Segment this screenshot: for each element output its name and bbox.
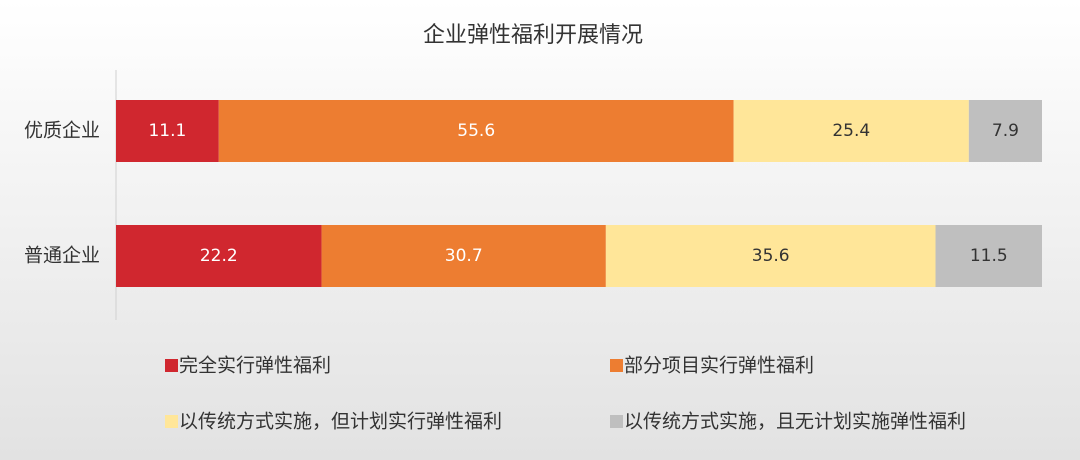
data-label: 22.2 (200, 246, 238, 266)
bar-segment (116, 225, 322, 287)
legend-swatch (165, 359, 178, 372)
data-label: 25.4 (832, 121, 870, 141)
bar-segment (605, 225, 936, 287)
legend-label: 以传统方式实施，但计划实行弹性福利 (179, 411, 502, 433)
data-label: 35.6 (752, 246, 790, 266)
legend-swatch (610, 359, 623, 372)
data-label: 55.6 (457, 121, 495, 141)
data-label: 11.1 (148, 121, 186, 141)
legend-label: 部分项目实行弹性福利 (624, 355, 814, 377)
legend-swatch (610, 415, 623, 428)
legend-label: 以传统方式实施，且无计划实施弹性福利 (624, 411, 966, 433)
bar-segment (733, 100, 969, 162)
chart-title: 企业弹性福利开展情况 (423, 23, 643, 48)
legend-label: 完全实行弹性福利 (179, 355, 331, 377)
y-tick-label: 普通企业 (24, 245, 100, 267)
bar-segment (218, 100, 734, 162)
y-tick-label: 优质企业 (24, 120, 100, 142)
bar-segment (116, 100, 219, 162)
bar-segment (968, 100, 1042, 162)
legend-swatch (165, 415, 178, 428)
data-label: 11.5 (970, 246, 1008, 266)
data-label: 30.7 (445, 246, 483, 266)
data-label: 7.9 (992, 121, 1019, 141)
bar-segment (321, 225, 606, 287)
bar-segment (935, 225, 1042, 287)
